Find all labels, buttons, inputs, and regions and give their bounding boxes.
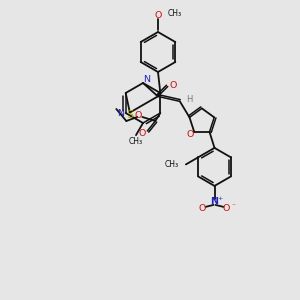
Text: O: O [199, 204, 206, 213]
Text: O: O [139, 128, 146, 137]
Text: CH₃: CH₃ [168, 8, 182, 17]
Text: N: N [117, 109, 124, 118]
Text: O: O [223, 204, 230, 213]
Text: S: S [126, 110, 133, 120]
Text: +: + [217, 196, 222, 201]
Text: N: N [211, 197, 218, 206]
Text: O: O [135, 110, 142, 119]
Text: O: O [187, 130, 194, 140]
Text: O: O [169, 81, 176, 90]
Text: H: H [186, 95, 192, 104]
Text: CH₃: CH₃ [165, 160, 179, 169]
Text: CH₃: CH₃ [129, 136, 143, 146]
Text: O: O [154, 11, 162, 20]
Text: N: N [143, 76, 151, 85]
Text: ⁻: ⁻ [232, 201, 236, 210]
